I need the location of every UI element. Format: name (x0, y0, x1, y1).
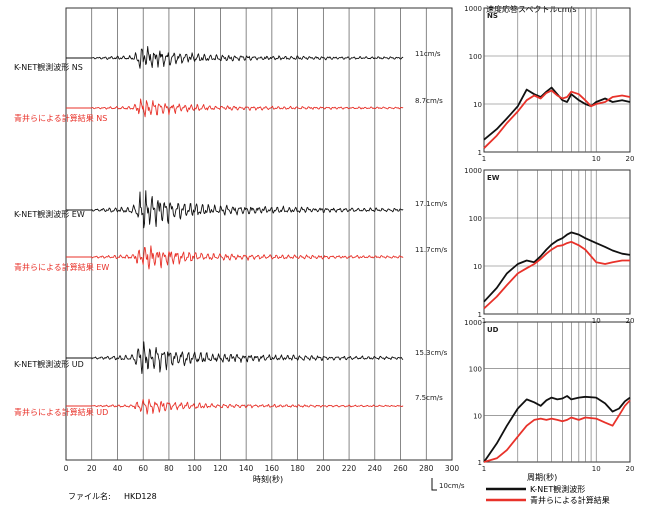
spectrum-y-tick-label: 100 (469, 215, 482, 223)
file-name-label: ファイル名: (68, 491, 111, 501)
spectrum-x-tick-label: 10 (592, 465, 601, 473)
waveform-x-tick-label: 140 (239, 464, 254, 473)
spectrum-frame (483, 169, 631, 315)
waveform-x-axis-label: 時刻(秒) (253, 474, 283, 484)
spectrum-x-tick-label: 10 (592, 317, 601, 325)
spectrum-panel-ns: 1 10 100 1000 1 10 20 NS (464, 5, 634, 163)
spectrum-series-observed (483, 86, 631, 141)
waveform-trace-ns-observed (91, 46, 404, 69)
waveform-x-tick-label: 0 (64, 464, 69, 473)
spectrum-component-label: EW (487, 174, 500, 182)
scale-bar-label: 10cm/s (439, 482, 465, 490)
waveform-panel: 0 20 40 60 80 100 120 140 160 180 200 220 240 260 280 3… (14, 7, 465, 501)
spectrum-series-calculated (483, 240, 630, 310)
waveform-x-tick-label: 100 (188, 464, 203, 473)
spectrum-x-tick-label: 1 (482, 155, 486, 163)
waveform-frame (65, 7, 453, 461)
spectrum-y-tick-label: 1000 (464, 5, 482, 13)
spectrum-x-tick-label: 20 (626, 465, 635, 473)
scale-bar-mark (431, 478, 437, 491)
waveform-trace-ud-observed (91, 341, 404, 375)
waveform-x-ticks: 0 20 40 60 80 100 120 140 160 180 200 220 240 260 280 3… (64, 464, 460, 473)
waveform-trace-ud-calculated (91, 398, 404, 415)
waveform-x-tick-label: 240 (368, 464, 383, 473)
peak-label-obs-ns: 11cm/s (415, 50, 441, 58)
spectrum-x-tick-label: 1 (482, 465, 486, 473)
waveform-trace-ew-calculated (91, 245, 404, 270)
scale-bar: 10cm/s (431, 478, 465, 491)
waveform-x-tick-label: 180 (290, 464, 305, 473)
spectrum-frame (483, 321, 631, 463)
trace-label-obs-ns: K-NET観測波形 NS (14, 62, 83, 72)
peak-label-obs-ew: 17.1cm/s (415, 200, 448, 208)
spectrum-series-observed (483, 231, 631, 303)
spectrum-x-tick-label: 20 (626, 155, 635, 163)
waveform-x-tick-label: 300 (445, 464, 460, 473)
spectrum-component-label: UD (487, 326, 499, 334)
waveform-x-tick-label: 40 (113, 464, 123, 473)
spectrum-title-unit: cm/s (557, 5, 576, 14)
spectrum-x-tick-label: 20 (626, 317, 635, 325)
trace-label-calc-ud: 青井らによる計算結果 UD (14, 407, 108, 417)
spectrum-component-label: NS (487, 12, 498, 20)
file-name-value: HKD128 (124, 492, 157, 501)
spectrum-y-tick-label: 100 (469, 366, 482, 374)
trace-label-obs-ud: K-NET観測波形 UD (14, 359, 84, 369)
trace-label-calc-ew: 青井らによる計算結果 EW (14, 262, 109, 272)
spectrum-y-tick-label: 10 (473, 263, 482, 271)
waveform-x-tick-label: 20 (87, 464, 97, 473)
waveform-x-tick-label: 200 (316, 464, 331, 473)
spectrum-y-tick-label: 1000 (464, 319, 482, 327)
waveform-x-tick-label: 120 (213, 464, 228, 473)
spectrum-y-tick-label: 10 (473, 412, 482, 420)
waveform-trace-ew-observed (91, 190, 404, 229)
waveform-trace-ns-calculated (91, 98, 404, 118)
waveform-x-tick-label: 80 (164, 464, 174, 473)
spectrum-y-tick-label: 1 (478, 311, 482, 319)
peak-label-calc-ns: 8.7cm/s (415, 97, 443, 105)
trace-label-calc-ns: 青井らによる計算結果 NS (14, 113, 107, 123)
spectrum-y-tick-label: 10 (473, 101, 482, 109)
spectrum-series-calculated (483, 399, 631, 463)
spectrum-x-tick-label: 1 (482, 317, 486, 325)
spectrum-x-axis-label: 周期(秒) (527, 472, 557, 482)
spectrum-legend: K-NET観測波形 青井らによる計算結果 (486, 484, 610, 505)
spectrum-y-tick-label: 1000 (464, 167, 482, 175)
waveform-x-tick-label: 260 (393, 464, 408, 473)
spectrum-title: 速度応答スペクトルcm/s (486, 4, 577, 14)
spectrum-y-tick-label: 100 (469, 53, 482, 61)
peak-label-calc-ud: 7.5cm/s (415, 394, 443, 402)
spectrum-series-calculated (483, 89, 631, 149)
peak-label-obs-ud: 15.3cm/s (415, 349, 448, 357)
spectrum-series-observed (483, 395, 631, 463)
waveform-gridlines (91, 8, 427, 460)
spectrum-x-tick-label: 10 (592, 155, 601, 163)
spectrum-y-tick-label: 1 (478, 459, 482, 467)
spectrum-title-text: 速度応答スペクトル (486, 4, 557, 14)
legend-label-calculated: 青井らによる計算結果 (530, 495, 610, 505)
waveform-x-tick-label: 220 (342, 464, 357, 473)
trace-label-obs-ew: K-NET観測波形 EW (14, 209, 85, 219)
waveform-x-tick-label: 280 (419, 464, 434, 473)
peak-label-calc-ew: 11.7cm/s (415, 246, 448, 254)
waveform-traces (66, 46, 404, 415)
spectrum-frame (483, 7, 631, 153)
waveform-x-tick-label: 60 (138, 464, 148, 473)
spectrum-y-tick-label: 1 (478, 149, 482, 157)
waveform-x-tick-label: 160 (265, 464, 280, 473)
legend-label-observed: K-NET観測波形 (530, 484, 585, 494)
